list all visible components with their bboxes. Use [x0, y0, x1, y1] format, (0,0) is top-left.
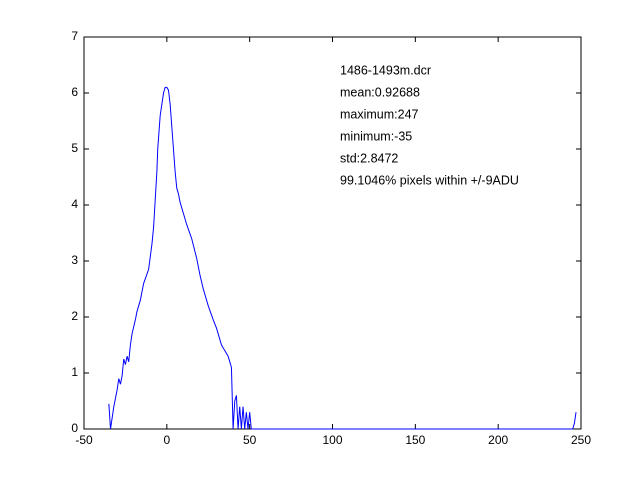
y-tick-label: 6	[71, 85, 78, 99]
y-tick-label: 5	[71, 141, 78, 155]
y-tick-label: 1	[71, 365, 78, 379]
annotation: mean:0.92688	[340, 85, 420, 99]
x-tick-label: 50	[243, 433, 257, 447]
annotation: std:2.8472	[340, 151, 398, 165]
x-tick-label: 200	[488, 433, 508, 447]
y-tick-label: 0	[71, 421, 78, 435]
x-tick-label: 100	[322, 433, 342, 447]
annotation: 1486-1493m.dcr	[340, 63, 431, 77]
data-line	[108, 86, 577, 430]
annotation: maximum:247	[340, 107, 419, 121]
y-tick-label: 4	[71, 197, 78, 211]
x-tick-label: 0	[163, 433, 170, 447]
y-tick-label: 3	[71, 253, 78, 267]
annotation: minimum:-35	[340, 129, 412, 143]
x-tick-label: 150	[405, 433, 425, 447]
y-tick-label: 2	[71, 309, 78, 323]
plot-box	[83, 36, 582, 430]
x-tick-label: 250	[571, 433, 591, 447]
x-tick-label: -50	[75, 433, 93, 447]
annotation: 99.1046% pixels within +/-9ADU	[340, 173, 519, 187]
y-tick-label: 7	[71, 29, 78, 43]
